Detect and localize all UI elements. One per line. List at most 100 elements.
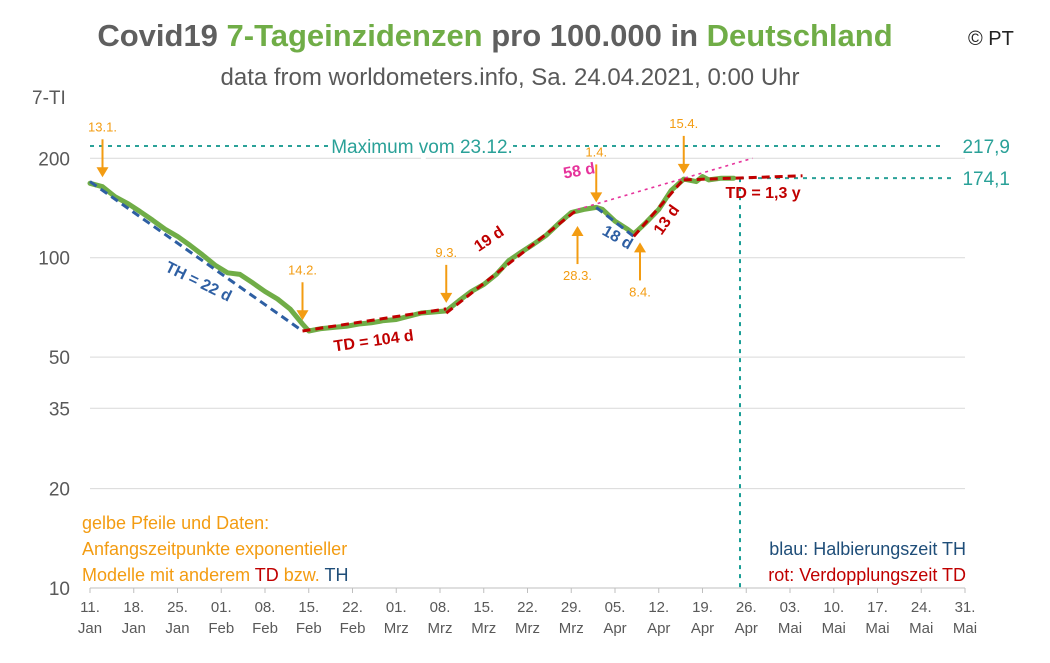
fit-label: 58 d — [562, 160, 596, 182]
start-arrow-date: 15.4. — [669, 116, 698, 131]
legend-note-right: blau: Halbierungszeit TH rot: Verdopplun… — [768, 536, 966, 588]
x-tick-day: 24. — [911, 599, 932, 616]
note-left-line-3: Modelle mit anderem TD bzw. TH — [82, 562, 348, 588]
start-arrow-head — [590, 192, 603, 203]
fit-label: TD = 104 d — [333, 327, 415, 355]
x-tick-month: Mai — [953, 620, 977, 637]
x-tick-month: Jan — [78, 620, 102, 637]
maximum-reference-label: Maximum vom 23.12. — [331, 137, 513, 158]
fit-line — [577, 157, 753, 211]
start-arrow-head — [634, 242, 646, 253]
x-tick-day: 10. — [823, 599, 844, 616]
x-tick-day: 22. — [517, 599, 538, 616]
y-tick-label: 50 — [49, 348, 70, 369]
chart-subtitle: data from worldometers.info, Sa. 24.04.2… — [220, 64, 800, 91]
x-tick-day: 15. — [473, 599, 494, 616]
x-tick-month: Jan — [165, 620, 189, 637]
start-arrow-head — [440, 292, 453, 303]
x-tick-month: Mai — [909, 620, 933, 637]
fit-label: 18 d — [599, 223, 635, 254]
start-arrow-date: 8.4. — [629, 284, 651, 299]
note-right-blue-text: Halbierungszeit TH — [813, 539, 966, 559]
start-arrow-date: 14.2. — [288, 262, 317, 277]
y-axis-label: 7-TI — [32, 88, 66, 109]
fit-line — [302, 307, 447, 333]
note-left-td: TD — [254, 565, 279, 585]
copyright: © PT — [968, 28, 1014, 50]
x-tick-month: Feb — [252, 620, 278, 637]
start-arrow-head — [296, 310, 309, 321]
legend-note-left: gelbe Pfeile und Daten: Anfangszeitpunkt… — [82, 510, 348, 588]
x-tick-month: Mai — [865, 620, 889, 637]
fit-label: 19 d — [471, 223, 507, 255]
maximum-value-label: 217,9 — [962, 137, 1010, 158]
fit-line — [445, 208, 579, 315]
title-part-1: Covid19 — [97, 18, 227, 53]
note-right-red-text: Verdopplungszeit TD — [799, 565, 966, 585]
x-tick-day: 19. — [692, 599, 713, 616]
x-tick-day: 17. — [867, 599, 888, 616]
start-arrow-head — [571, 226, 584, 237]
x-tick-day: 18. — [123, 599, 144, 616]
x-tick-day: 25. — [167, 599, 188, 616]
y-tick-label: 10 — [49, 579, 70, 600]
x-tick-day: 08. — [255, 599, 276, 616]
start-arrow-date: 9.3. — [435, 245, 457, 260]
x-tick-month: Mrz — [384, 620, 409, 637]
x-tick-day: 12. — [648, 599, 669, 616]
start-arrow-date: 1.4. — [585, 144, 607, 159]
fit-line — [595, 206, 635, 238]
x-tick-day: 26. — [736, 599, 757, 616]
fit-line — [683, 174, 803, 182]
title-part-4: Deutschland — [706, 18, 893, 53]
note-left-text-2: bzw. — [278, 565, 325, 585]
x-tick-month: Apr — [691, 620, 714, 637]
data-series — [87, 174, 737, 334]
x-tick-day: 22. — [342, 599, 363, 616]
x-tick-day: 31. — [955, 599, 976, 616]
x-tick-month: Mai — [822, 620, 846, 637]
x-tick-month: Apr — [603, 620, 626, 637]
note-right-line-1: blau: Halbierungszeit TH — [768, 536, 966, 562]
x-tick-month: Mrz — [471, 620, 496, 637]
reference-lines: Maximum vom 23.12. 217,9 174,1 — [90, 133, 1010, 588]
x-tick-day: 05. — [605, 599, 626, 616]
x-tick-day: 08. — [430, 599, 451, 616]
note-left-line-1: gelbe Pfeile und Daten: — [82, 513, 270, 533]
chart-title: Covid19 7-Tageinzidenzen pro 100.000 in … — [0, 18, 990, 54]
x-tick-day: 29. — [561, 599, 582, 616]
y-tick-label: 200 — [38, 149, 70, 170]
grid-layer — [89, 157, 966, 593]
y-tick-label: 100 — [38, 249, 70, 270]
x-tick-month: Jan — [122, 620, 146, 637]
incidence-line — [87, 174, 737, 334]
fit-label: TD = 1,3 y — [726, 185, 801, 202]
fit-line — [89, 180, 304, 333]
title-part-3: pro 100.000 in — [482, 18, 707, 53]
y-tick-label: 35 — [49, 399, 70, 420]
x-tick-month: Feb — [296, 620, 322, 637]
axis-labels: 10 20 35 50 100 200 7-TI 11. Jan 18. Jan 25. Jan 01. F… — [32, 88, 977, 637]
x-tick-month: Apr — [735, 620, 758, 637]
note-left-text: Modelle mit anderem — [82, 565, 255, 585]
start-arrow-head — [677, 163, 690, 174]
title-part-2: 7-Tageinzidenzen — [226, 18, 483, 53]
current-value-label: 174,1 — [962, 169, 1010, 190]
x-tick-month: Mai — [778, 620, 802, 637]
start-arrow-date: 28.3. — [563, 268, 592, 283]
note-left-line-2: Anfangszeitpunkte exponentieller — [82, 539, 348, 559]
y-tick-label: 20 — [49, 480, 70, 501]
x-tick-day: 03. — [780, 599, 801, 616]
note-right-line-2: rot: Verdopplungszeit TD — [768, 562, 966, 588]
x-tick-day: 11. — [80, 599, 100, 616]
note-right-blue-key: blau: — [769, 539, 814, 559]
x-tick-day: 01. — [386, 599, 407, 616]
x-tick-month: Mrz — [559, 620, 584, 637]
x-tick-day: 15. — [298, 599, 319, 616]
start-arrow-head — [96, 167, 109, 178]
note-left-th: TH — [324, 565, 349, 585]
x-tick-month: Feb — [208, 620, 234, 637]
fit-label: 13 d — [651, 202, 683, 238]
start-arrow-date: 13.1. — [88, 119, 117, 134]
